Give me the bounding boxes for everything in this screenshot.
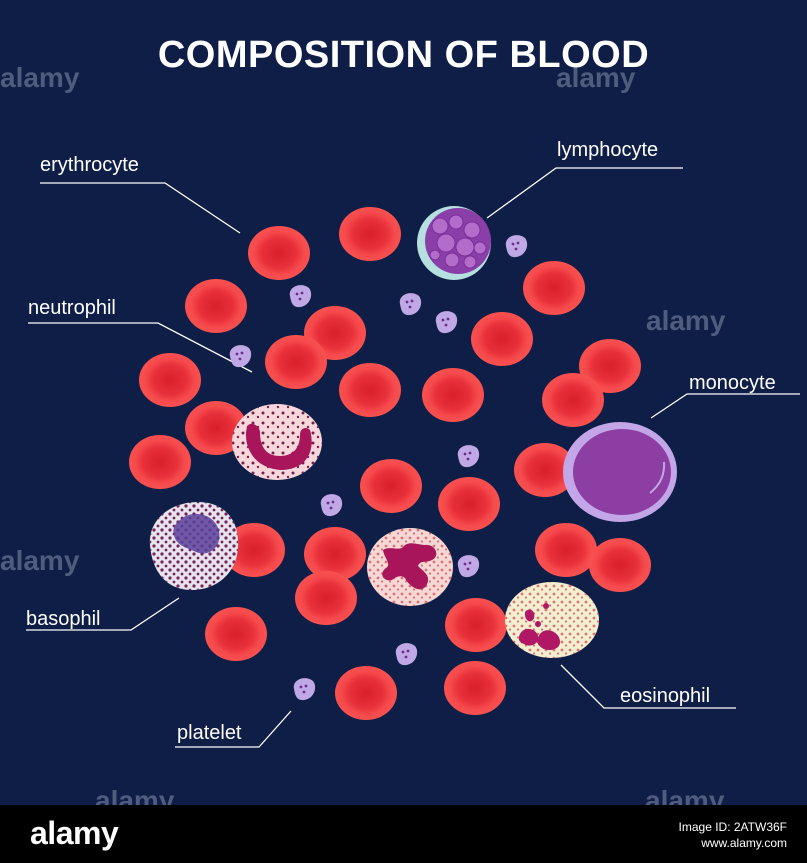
monocyte-cell [563,422,677,522]
image-id-text: Image ID: 2ATW36F [678,820,787,834]
watermark: alamy [0,545,80,576]
erythrocyte-cell [335,666,397,720]
erythrocyte-cell [422,368,484,422]
erythrocyte-cell [248,226,310,280]
eosinophil-center-cell [367,528,453,606]
platelet-cell [435,311,458,334]
erythrocyte-cell [542,373,604,427]
erythrocyte-cell [223,523,285,577]
erythrocyte-cell [438,477,500,531]
erythrocyte-cell [205,607,267,661]
footer-image-info: Image ID: 2ATW36F www.alamy.com [679,819,787,851]
site-url-text: www.alamy.com [701,836,787,850]
erythrocyte-cell [295,571,357,625]
watermark: alamy [556,62,636,93]
erythrocytes [129,207,651,720]
erythrocyte-leader [40,182,241,234]
eosinophil-leader [560,664,736,709]
platelet-cell [457,445,480,468]
erythrocyte-cell [129,435,191,489]
lymphocyte-leader [486,167,683,219]
erythrocyte-cell [139,353,201,407]
erythrocyte-cell [339,363,401,417]
footer-bar: alamy Image ID: 2ATW36F www.alamy.com [0,805,807,863]
erythrocyte-cell [304,527,366,581]
erythrocyte-cell [360,459,422,513]
label-erythrocyte: erythrocyte [40,154,139,176]
eosinophil-cell [505,582,599,658]
watermark: alamy [0,62,80,93]
erythrocyte-cell [444,661,506,715]
erythrocyte-cell [339,207,401,261]
platelet-cell [505,235,528,258]
basophil-cell [149,502,239,590]
erythrocyte-cell [579,339,641,393]
platelet-cell [229,345,252,368]
neutrophil-cell [232,404,322,480]
erythrocyte-cell [185,401,247,455]
monocyte-leader [650,393,800,419]
erythrocyte-cell [471,312,533,366]
erythrocyte-cell [445,598,507,652]
label-platelet: platelet [177,722,242,744]
erythrocyte-cell [589,538,651,592]
diagram-title: COMPOSITION OF BLOOD [157,34,650,76]
erythrocyte-cell [535,523,597,577]
basophil-leader [26,597,180,631]
erythrocyte-cell [514,443,576,497]
erythrocyte-cell [185,279,247,333]
platelet-cell [395,643,418,666]
platelet-cell [293,678,316,701]
label-eosinophil: eosinophil [620,685,711,707]
platelet-cell [457,555,480,578]
platelet-cell [399,293,422,316]
lymphocyte-cell [417,206,491,280]
neutrophil-leader [28,322,253,373]
watermark: alamy [646,305,726,336]
platelet-cell [320,494,343,517]
label-basophil: basophil [26,608,101,630]
label-monocyte: monocyte [689,372,776,394]
erythrocyte-cell [523,261,585,315]
label-neutrophil: neutrophil [28,297,116,319]
platelet-cell [289,285,312,308]
erythrocyte-cell [265,335,327,389]
platelet-leader [175,710,292,748]
footer-brand-logo: alamy [30,815,119,851]
leader-lines [26,167,800,748]
label-lymphocyte: lymphocyte [557,139,659,161]
platelets [229,235,528,701]
